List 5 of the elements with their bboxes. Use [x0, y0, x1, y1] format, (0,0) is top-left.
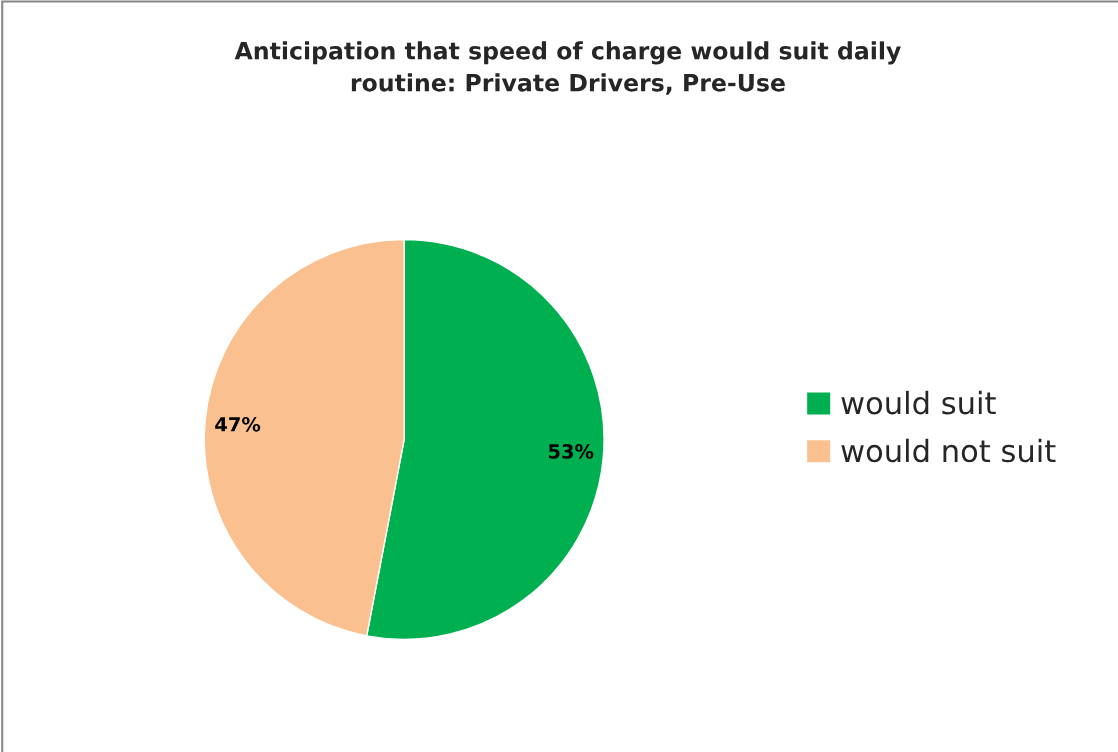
data-label: 53% — [548, 444, 594, 459]
legend-label: would not suit — [841, 438, 1056, 463]
data-label: 47% — [215, 416, 261, 432]
legend-label: would suit — [841, 390, 996, 415]
chart-title: Anticipation that speed of charge would suit daily routine: Private Drivers, Pre-Use — [234, 41, 901, 95]
